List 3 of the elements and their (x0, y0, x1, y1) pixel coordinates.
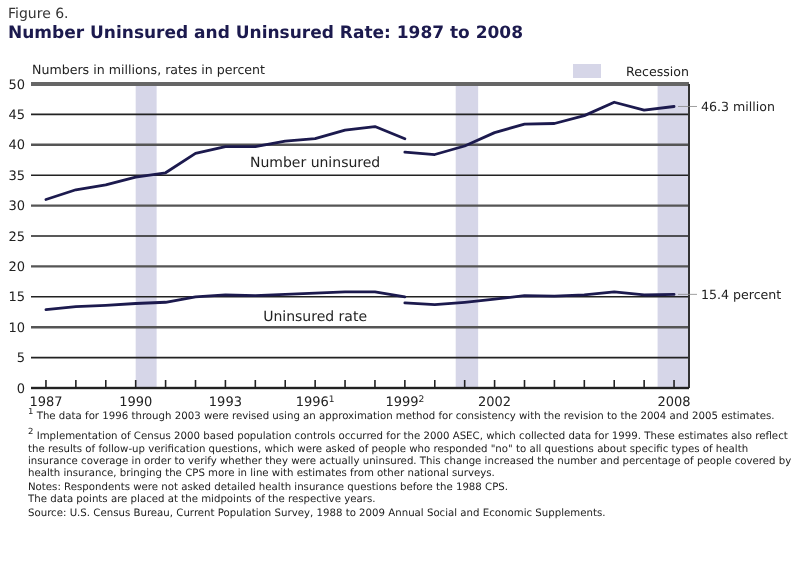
chart-title: Number Uninsured and Uninsured Rate: 1987 to 2008 (8, 24, 524, 44)
line-series (403, 100, 676, 156)
line-series (44, 125, 407, 201)
